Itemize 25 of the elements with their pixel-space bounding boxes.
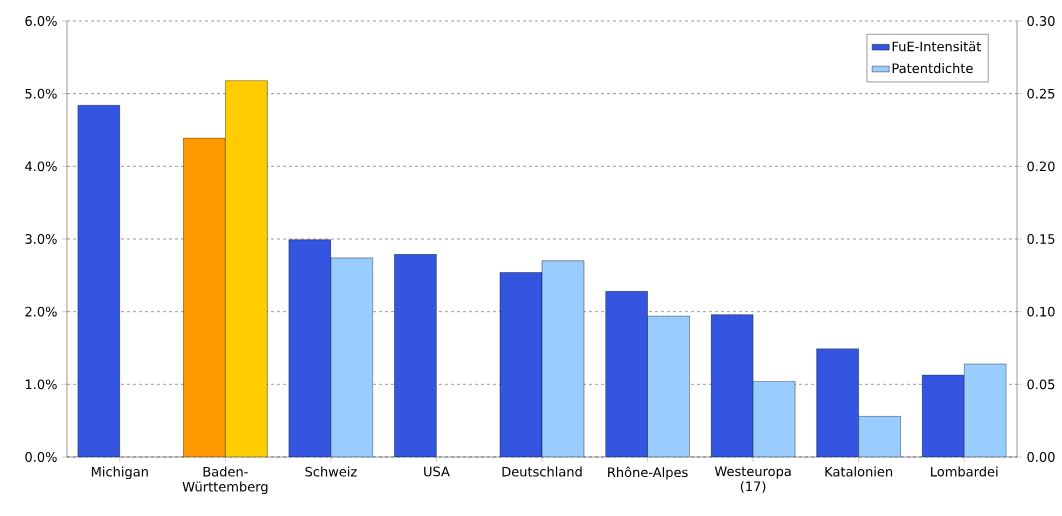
x-tick-label: Lombardei: [931, 466, 998, 477]
x-tick-label: Schweiz: [305, 466, 357, 477]
x-tick-label: Michigan: [91, 466, 148, 480]
y2-tick-label: 0.30: [1027, 16, 1055, 26]
y-tick-label: 4.0%: [25, 161, 57, 172]
y2-tick-label: 0.25: [1027, 88, 1055, 99]
x-tick-label: Baden-Württemberg: [182, 466, 268, 495]
y-tick-label: 6.0%: [25, 16, 57, 26]
x-tick-label: USA: [424, 466, 450, 477]
x-tick-label: Deutschland: [502, 466, 582, 477]
x-tick-label: Katalonien: [825, 466, 893, 477]
y-tick-label: 5.0%: [25, 88, 57, 99]
y2-tick-label: 0.20: [1027, 161, 1055, 172]
y2-tick-label: 0.05: [1027, 379, 1055, 390]
y-tick-label: 1.0%: [25, 379, 57, 390]
x-tick-label: Rhône-Alpes: [608, 466, 688, 480]
y-tick-label: 3.0%: [25, 234, 57, 244]
legend-label: FuE-Intensität: [892, 41, 981, 52]
y-tick-label: 2.0%: [25, 306, 57, 317]
y2-tick-label: 0.10: [1027, 306, 1055, 317]
legend-label: Patentdichte: [892, 63, 973, 74]
y2-tick-label: 0.00: [1027, 452, 1055, 462]
x-tick-label: Westeuropa (17): [714, 466, 791, 493]
y-tick-label: 0.0%: [25, 452, 57, 462]
y2-tick-label: 0.15: [1027, 234, 1055, 244]
